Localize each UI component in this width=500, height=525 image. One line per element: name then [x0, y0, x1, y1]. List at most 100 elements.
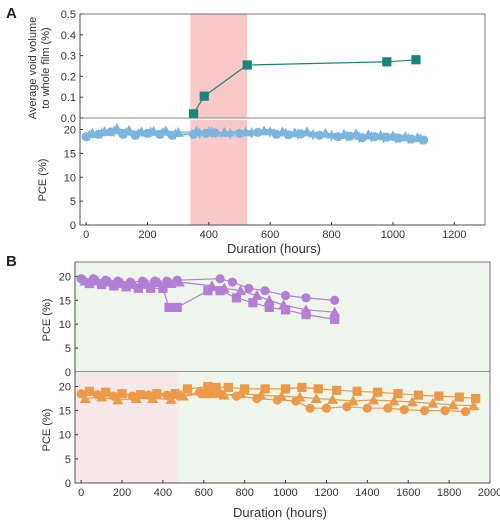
panel-b-bottom-ytick-label: 10	[59, 430, 71, 442]
panel-b-top-ytick-label: 5	[65, 343, 71, 355]
panel-b-top-point-square	[203, 286, 213, 296]
panel-a-bottom-point-star	[84, 129, 95, 142]
panel-b-bottom-xtick-label: 2000	[478, 487, 500, 499]
panel-b-top-point-square	[121, 282, 131, 292]
panel-b-top-chart: 0 5 10 15 20	[59, 262, 490, 379]
panel-a-top-chart: 0.0 0.1 0.2 0.3 0.4 0.5	[61, 9, 485, 125]
panel-letter-a: A	[6, 5, 17, 22]
panel-b-bottom-point-square	[135, 390, 146, 400]
panel-b-ylabel: PCE (%)	[41, 299, 53, 342]
panel-b-bottom-point-square	[211, 382, 221, 393]
panel-b-top-ytick-label: 10	[59, 319, 71, 331]
panel-a-frame	[79, 13, 486, 226]
panel-a-bottom-point-star	[415, 133, 426, 146]
panel-b-top-point-circle	[227, 277, 238, 287]
panel-letter-b: B	[6, 253, 17, 270]
panel-a-bottom-point-star	[120, 126, 132, 139]
panel-b-bottom-point-square	[117, 389, 127, 399]
panel-b-top-ytick-label: 20	[59, 271, 71, 283]
panel-b-bottom-xtick-label: 0	[78, 487, 84, 499]
panel-b-top-point-circle	[301, 293, 311, 303]
panel-b-top-point-square	[164, 302, 174, 313]
panel-b-bottom-point-triangle	[165, 393, 177, 404]
panel-a-bottom-point-star	[308, 128, 319, 141]
panel-a-bottom-ytick-label: 0	[70, 220, 76, 232]
panel-a-bottom-xtick-label: 800	[322, 229, 340, 241]
panel-a-bottom-point-star	[246, 126, 257, 139]
panel-b-bottom-point-square	[332, 385, 342, 395]
panel-a-bottom-point-star	[292, 128, 303, 141]
panel-b-bottom-point-square	[471, 393, 481, 404]
panel-b-bottom-xtick-label: 400	[154, 487, 172, 499]
panel-b-top-point-square	[231, 293, 242, 303]
panel-b-bottom-point-triangle	[310, 393, 322, 403]
panel-a-bottom-point-star	[157, 126, 168, 139]
panel-b-bottom-point-triangle	[388, 395, 400, 406]
panel-b-bottom-point-square	[297, 382, 307, 393]
panel-a-top-point-square	[411, 55, 421, 65]
panel-a-top-ytick-label: 0.3	[61, 51, 76, 63]
panel-b-bottom-point-square	[454, 392, 464, 402]
panel-b-bottom-ytick-label: 5	[65, 454, 71, 466]
panel-b-bottom-point-square	[313, 384, 323, 394]
panel-b-bottom-point-circle	[419, 406, 430, 416]
panel-a-top-ytick-label: 0.4	[61, 30, 76, 42]
panel-b-bottom-xtick-label: 1200	[314, 487, 338, 499]
panel-a-bottom-point-star	[133, 127, 144, 140]
panel-a-ylabel-line1: Average void volume	[27, 17, 39, 120]
panel-b-top-point-square	[280, 305, 291, 315]
panel-b-bottom-point-square	[413, 390, 424, 400]
panel-b-top-point-square	[158, 283, 168, 293]
panel-b-bottom-point-triangle	[427, 397, 439, 408]
panel-b-bottom-xtick-label: 1600	[396, 487, 420, 499]
panel-b-top-ytick-label: 15	[59, 295, 71, 307]
panel-b-bottom-point-square	[223, 382, 233, 393]
panel-a-top-point-square	[199, 91, 209, 101]
panel-b-bottom-point-triangle	[112, 394, 124, 405]
panel-b-bottom-point-triangle	[255, 389, 267, 400]
panel-b-bottom-point-triangle	[447, 399, 459, 410]
panel-b-bottom-xtick-label: 800	[236, 487, 254, 499]
panel-a-bottom-ytick-label: 10	[64, 172, 76, 184]
panel-a-bottom-ytick-label: 20	[64, 125, 76, 137]
panel-b-top-background	[75, 262, 490, 372]
panel-b-top-point-circle	[215, 274, 225, 284]
panel-b-top-point-circle	[260, 286, 270, 296]
panel-b-top-point-square	[96, 279, 107, 290]
panel-b-bottom-point-square	[84, 386, 94, 396]
panel-b-bottom-ytick-label: 20	[59, 381, 71, 393]
panel-a-bottom-point-star	[280, 127, 291, 140]
panel-b-bottom-point-square	[372, 387, 383, 397]
panel-b-bottom-point-square	[240, 384, 250, 394]
panel-b-top-point-circle	[280, 290, 291, 301]
panel-b-bottom-point-triangle	[406, 396, 418, 407]
panel-a-xlabel: Duration (hours)	[227, 241, 321, 256]
panel-b-bottom-point-circle	[362, 403, 372, 413]
panel-b-bottom-point-square	[101, 387, 111, 397]
panel-b-top-point-triangle	[165, 278, 177, 288]
panel-b-bottom-point-square	[434, 391, 444, 401]
panel-b-bottom-point-triangle	[347, 395, 359, 406]
panel-b-bottom-point-square	[203, 381, 213, 392]
panel-b-bottom-point-triangle	[468, 400, 480, 411]
panel-b-top-ytick-label: 0	[65, 367, 71, 379]
panel-b-top-point-square	[146, 283, 156, 293]
panel-b-top-point-square	[215, 286, 225, 296]
panel-b-top-point-square	[109, 281, 119, 291]
panel-b-top-point-square	[264, 302, 274, 313]
panel-b-bottom-point-circle	[460, 406, 471, 417]
panel-b-top-point-circle	[244, 283, 254, 293]
panel-b-bottom-xtick-label: 1000	[273, 487, 297, 499]
panel-a-bottom-point-star	[169, 128, 181, 141]
panel-b-bottom-point-square	[280, 384, 291, 394]
panel-a-bottom-point-star	[206, 126, 218, 139]
panel-b-bottom-xtick-label: 1400	[355, 487, 379, 499]
panel-b-bottom-xtick-label: 200	[113, 487, 131, 499]
panel-a-bottom-point-star	[194, 127, 205, 140]
panel-a-bottom-xtick-label: 200	[138, 229, 156, 241]
panel-b-bottom-point-triangle	[327, 393, 339, 404]
panel-a-bottom-ytick-label: 15	[64, 148, 76, 160]
